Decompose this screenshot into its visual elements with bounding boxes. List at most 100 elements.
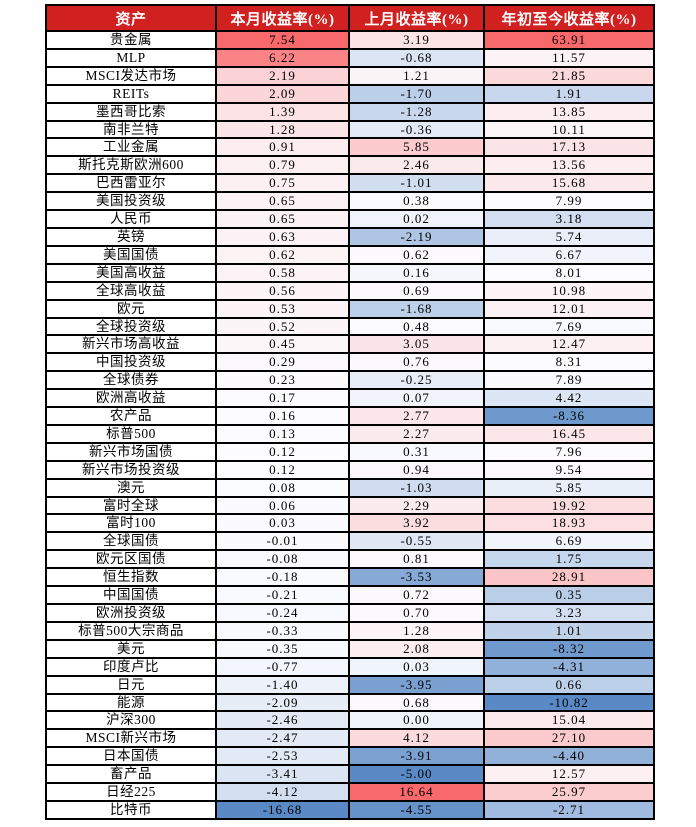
asset-name-cell: 沪深300 [45, 710, 217, 731]
prev-month-return-cell: -3.95 [348, 674, 485, 695]
ytd-return-cell: 13.56 [483, 155, 655, 176]
table-row: 巴西雷亚尔 0.75 -1.01 15.68 [45, 173, 655, 194]
mtd-return-cell: 0.58 [215, 262, 350, 283]
ytd-return-cell: 18.93 [483, 513, 655, 534]
prev-month-return-cell: 0.76 [348, 352, 485, 373]
mtd-return-cell: 0.65 [215, 191, 350, 212]
ytd-return-cell: 6.67 [483, 244, 655, 265]
ytd-return-cell: 9.54 [483, 459, 655, 480]
ytd-return-cell: -8.32 [483, 638, 655, 659]
mtd-return-cell: -3.41 [215, 764, 350, 785]
ytd-return-cell: 3.18 [483, 209, 655, 229]
ytd-return-cell: 1.91 [483, 83, 655, 104]
mtd-return-cell: -2.09 [215, 692, 350, 713]
ytd-return-cell: 28.91 [483, 567, 655, 588]
prev-month-return-cell: -0.25 [348, 370, 485, 391]
asset-name-cell: 欧洲投资级 [45, 603, 217, 623]
prev-month-return-cell: -4.55 [348, 799, 485, 820]
table-row: 全球国债 -0.01 -0.55 6.69 [45, 531, 655, 552]
prev-month-return-cell: -1.28 [348, 101, 485, 122]
ytd-return-cell: 0.35 [483, 585, 655, 605]
prev-month-return-cell: 0.69 [348, 280, 485, 301]
ytd-return-cell: 12.47 [483, 334, 655, 355]
mtd-return-cell: 0.75 [215, 173, 350, 194]
ytd-return-cell: 11.57 [483, 47, 655, 68]
table-row: 新兴市场高收益 0.45 3.05 12.47 [45, 334, 655, 355]
column-header-asset: 资产 [45, 4, 217, 32]
asset-name-cell: 恒生指数 [45, 567, 217, 588]
ytd-return-cell: 1.01 [483, 620, 655, 641]
ytd-return-cell: 15.68 [483, 173, 655, 194]
asset-name-cell: 日经225 [45, 782, 217, 802]
table-row: 全球投资级 0.52 0.48 7.69 [45, 316, 655, 337]
table-row: 工业金属 0.91 5.85 17.13 [45, 137, 655, 158]
asset-name-cell: 全球投资级 [45, 316, 217, 337]
asset-name-cell: 富时全球 [45, 495, 217, 516]
mtd-return-cell: -2.47 [215, 728, 350, 749]
table-row: 新兴市场国债 0.12 0.31 7.96 [45, 441, 655, 462]
asset-name-cell: 比特币 [45, 799, 217, 820]
table-row: 英镑 0.63 -2.19 5.74 [45, 226, 655, 247]
asset-returns-table: 资产 本月收益率(%) 上月收益率(%) 年初至今收益率(%) 贵金属 7.54… [45, 4, 655, 820]
mtd-return-cell: -0.08 [215, 549, 350, 570]
asset-name-cell: 能源 [45, 692, 217, 713]
table-row: MLP 6.22 -0.68 11.57 [45, 47, 655, 68]
table-row: 能源 -2.09 0.68 -10.82 [45, 692, 655, 713]
column-header-ytd-return: 年初至今收益率(%) [483, 4, 655, 32]
table-row: 中国投资级 0.29 0.76 8.31 [45, 352, 655, 373]
asset-name-cell: 标普500 [45, 423, 217, 444]
mtd-return-cell: -0.35 [215, 638, 350, 659]
mtd-return-cell: 1.28 [215, 119, 350, 140]
table-row: 欧元区国债 -0.08 0.81 1.75 [45, 549, 655, 570]
mtd-return-cell: 0.52 [215, 316, 350, 337]
ytd-return-cell: 12.01 [483, 298, 655, 319]
prev-month-return-cell: 3.92 [348, 513, 485, 534]
table-row: 比特币 -16.68 -4.55 -2.71 [45, 799, 655, 820]
mtd-return-cell: 0.53 [215, 298, 350, 319]
ytd-return-cell: 5.74 [483, 226, 655, 247]
ytd-return-cell: 10.98 [483, 280, 655, 301]
ytd-return-cell: 27.10 [483, 728, 655, 749]
asset-name-cell: 中国投资级 [45, 352, 217, 373]
prev-month-return-cell: -1.70 [348, 83, 485, 104]
asset-name-cell: 人民币 [45, 209, 217, 229]
mtd-return-cell: -0.33 [215, 620, 350, 641]
table-row: 全球债券 0.23 -0.25 7.89 [45, 370, 655, 391]
ytd-return-cell: 7.96 [483, 441, 655, 462]
table-row: 全球高收益 0.56 0.69 10.98 [45, 280, 655, 301]
mtd-return-cell: -0.21 [215, 585, 350, 605]
table-row: 印度卢比 -0.77 0.03 -4.31 [45, 656, 655, 677]
prev-month-return-cell: -1.03 [348, 477, 485, 498]
asset-name-cell: 澳元 [45, 477, 217, 498]
mtd-return-cell: 0.23 [215, 370, 350, 391]
asset-name-cell: 全球债券 [45, 370, 217, 391]
prev-month-return-cell: 2.08 [348, 638, 485, 659]
ytd-return-cell: 13.85 [483, 101, 655, 122]
asset-name-cell: 富时100 [45, 513, 217, 534]
table-row: 日元 -1.40 -3.95 0.66 [45, 674, 655, 695]
table-row: 贵金属 7.54 3.19 63.91 [45, 30, 655, 50]
asset-name-cell: REITs [45, 83, 217, 104]
table-row: 日本国债 -2.53 -3.91 -4.40 [45, 746, 655, 767]
table-row: 富时100 0.03 3.92 18.93 [45, 513, 655, 534]
table-row: REITs 2.09 -1.70 1.91 [45, 83, 655, 104]
prev-month-return-cell: 2.29 [348, 495, 485, 516]
table-row: 美国投资级 0.65 0.38 7.99 [45, 191, 655, 212]
asset-name-cell: 印度卢比 [45, 656, 217, 677]
asset-name-cell: MSCI新兴市场 [45, 728, 217, 749]
prev-month-return-cell: -3.53 [348, 567, 485, 588]
asset-name-cell: 工业金属 [45, 137, 217, 158]
mtd-return-cell: 0.63 [215, 226, 350, 247]
asset-name-cell: 贵金属 [45, 30, 217, 50]
asset-name-cell: 农产品 [45, 406, 217, 426]
table-row: 新兴市场投资级 0.12 0.94 9.54 [45, 459, 655, 480]
ytd-return-cell: 5.85 [483, 477, 655, 498]
mtd-return-cell: 0.16 [215, 406, 350, 426]
mtd-return-cell: 6.22 [215, 47, 350, 68]
ytd-return-cell: 63.91 [483, 30, 655, 50]
prev-month-return-cell: 0.62 [348, 244, 485, 265]
prev-month-return-cell: 3.19 [348, 30, 485, 50]
table-row: 澳元 0.08 -1.03 5.85 [45, 477, 655, 498]
asset-name-cell: 新兴市场国债 [45, 441, 217, 462]
table-row: 标普500大宗商品 -0.33 1.28 1.01 [45, 620, 655, 641]
